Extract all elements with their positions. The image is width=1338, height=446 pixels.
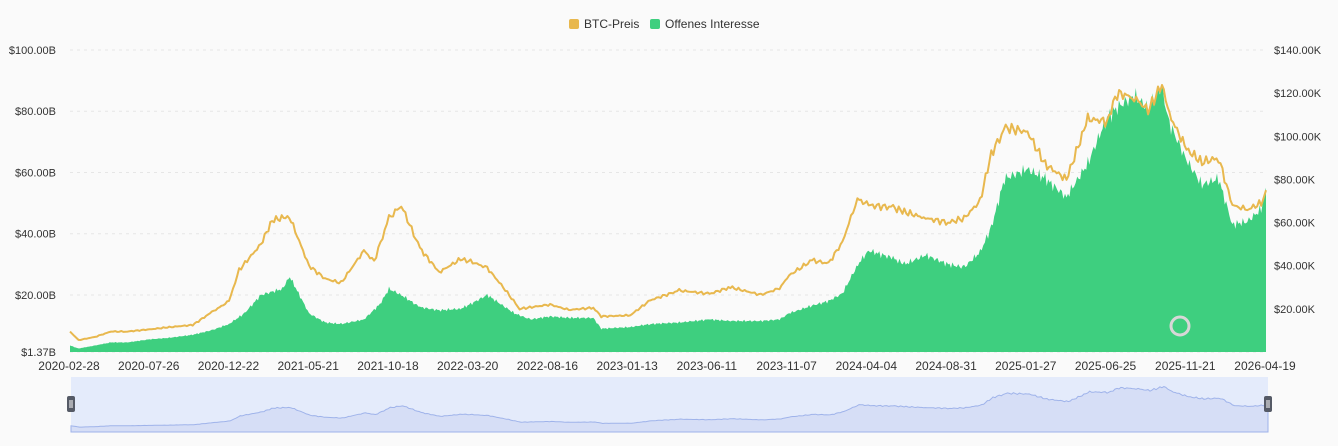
x-tick-label: 2022-08-16 <box>517 359 579 373</box>
watermark-icon <box>1169 315 1191 337</box>
right-tick-label: $100.00K <box>1274 131 1322 143</box>
left-tick-label: $80.00B <box>15 106 56 118</box>
range-navigator[interactable] <box>67 377 1272 433</box>
series-btc-price-line <box>69 84 1267 341</box>
x-tick-label: 2025-06-25 <box>1075 359 1137 373</box>
x-tick-label: 2022-03-20 <box>437 359 499 373</box>
right-tick-label: $60.00K <box>1274 218 1316 230</box>
x-tick-label: 2025-11-21 <box>1155 359 1216 373</box>
x-tick-label: 2025-01-27 <box>995 359 1057 373</box>
x-tick-label: 2023-01-13 <box>596 359 658 373</box>
right-tick-label: $120.00K <box>1274 88 1322 100</box>
legend-label[interactable]: BTC-Preis <box>584 17 639 31</box>
navigator-handle-left[interactable] <box>67 396 75 412</box>
left-tick-label: $20.00B <box>15 290 56 302</box>
right-tick-label: $40.00K <box>1274 261 1316 273</box>
navigator-handle-right[interactable] <box>1264 396 1272 412</box>
x-tick-label: 2021-05-21 <box>278 359 340 373</box>
x-tick-label: 2020-12-22 <box>198 359 260 373</box>
left-tick-label: $100.00B <box>9 45 56 57</box>
right-tick-label: $140.00K <box>1274 45 1322 57</box>
x-tick-label: 2020-07-26 <box>118 359 180 373</box>
left-tick-label: $40.00B <box>15 229 56 241</box>
left-axis: $100.00B $80.00B $60.00B $40.00B $20.00B $1.3… <box>9 45 56 359</box>
right-axis: $140.00K $120.00K $100.00K $80.00K $60.00K $4… <box>1274 45 1322 316</box>
right-tick-label: $80.00K <box>1274 174 1316 186</box>
series-layer <box>69 84 1267 353</box>
right-tick-label: $20.00K <box>1274 304 1316 316</box>
navigator-series <box>70 386 1269 433</box>
left-tick-label: $60.00B <box>15 167 56 179</box>
x-tick-label: 2021-10-18 <box>357 359 419 373</box>
x-axis: 2020-02-28 2020-07-26 2020-12-22 2021-05-21… <box>38 359 1296 373</box>
x-tick-label: 2024-04-04 <box>836 359 898 373</box>
x-tick-label: 2020-02-28 <box>38 359 100 373</box>
legend: BTC-Preis Offenes Interesse <box>569 17 760 31</box>
left-tick-label: $1.37B <box>21 347 56 359</box>
legend-label[interactable]: Offenes Interesse <box>665 17 760 31</box>
series-open-interest-area <box>70 84 1266 353</box>
legend-swatch <box>650 19 660 29</box>
x-tick-label: 2023-06-11 <box>677 359 738 373</box>
legend-swatch <box>569 19 579 29</box>
x-tick-label: 2023-11-07 <box>756 359 817 373</box>
x-tick-label: 2026-04-19 <box>1234 359 1296 373</box>
x-tick-label: 2024-08-31 <box>915 359 977 373</box>
